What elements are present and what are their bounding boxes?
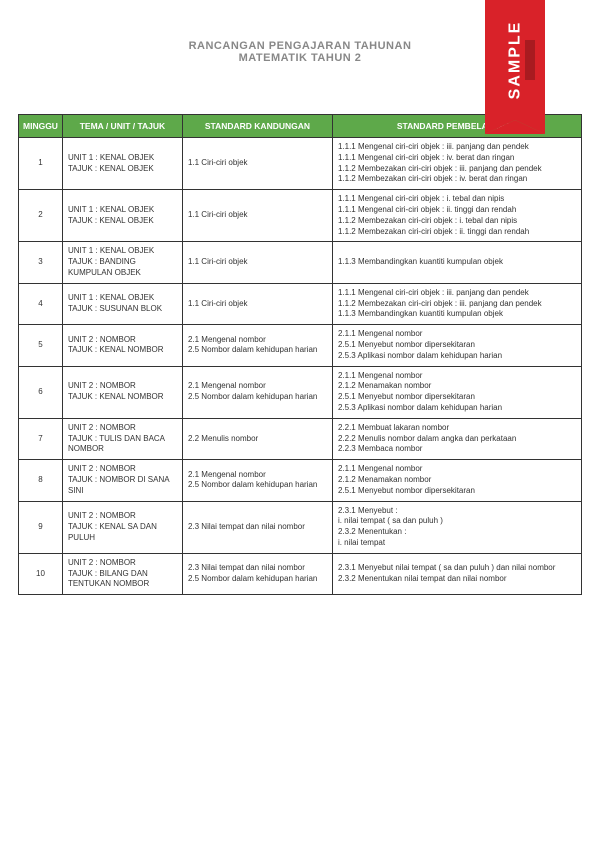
cell-sp: 2.3.1 Menyebut nilai tempat ( sa dan pul… bbox=[332, 553, 581, 594]
header-sk: STANDARD KANDUNGAN bbox=[182, 115, 332, 138]
cell-minggu: 1 bbox=[19, 138, 63, 190]
cell-minggu: 4 bbox=[19, 283, 63, 324]
cell-sp: 1.1.1 Mengenal ciri-ciri objek : i. teba… bbox=[332, 190, 581, 242]
cell-sk: 1.1 Ciri-ciri objek bbox=[182, 190, 332, 242]
cell-sk: 1.1 Ciri-ciri objek bbox=[182, 242, 332, 283]
sample-stamp-text: SAMPLE bbox=[506, 21, 524, 100]
document-page: SAMPLE RANCANGAN PENGAJARAN TAHUNAN MATE… bbox=[0, 0, 600, 615]
cell-sp: 2.2.1 Membuat lakaran nombor2.2.2 Menuli… bbox=[332, 418, 581, 459]
cell-tema: UNIT 2 : NOMBORTAJUK : BILANG DAN TENTUK… bbox=[62, 553, 182, 594]
table-body: 1UNIT 1 : KENAL OBJEKTAJUK : KENAL OBJEK… bbox=[19, 138, 582, 595]
cell-sk: 2.3 Nilai tempat dan nilai nombor bbox=[182, 501, 332, 553]
cell-sp: 1.1.1 Mengenal ciri-ciri objek : iii. pa… bbox=[332, 283, 581, 324]
table-row: 7UNIT 2 : NOMBORTAJUK : TULIS DAN BACA N… bbox=[19, 418, 582, 459]
cell-tema: UNIT 1 : KENAL OBJEKTAJUK : SUSUNAN BLOK bbox=[62, 283, 182, 324]
cell-sk: 2.2 Menulis nombor bbox=[182, 418, 332, 459]
header-tema: TEMA / UNIT / TAJUK bbox=[62, 115, 182, 138]
cell-sk: 2.1 Mengenal nombor2.5 Nombor dalam kehi… bbox=[182, 325, 332, 366]
cell-sp: 1.1.3 Membandingkan kuantiti kumpulan ob… bbox=[332, 242, 581, 283]
cell-sk: 2.1 Mengenal nombor2.5 Nombor dalam kehi… bbox=[182, 366, 332, 418]
cell-sk: 1.1 Ciri-ciri objek bbox=[182, 283, 332, 324]
table-row: 5UNIT 2 : NOMBORTAJUK : KENAL NOMBOR2.1 … bbox=[19, 325, 582, 366]
cell-sk: 2.1 Mengenal nombor2.5 Nombor dalam kehi… bbox=[182, 460, 332, 501]
table-row: 2UNIT 1 : KENAL OBJEKTAJUK : KENAL OBJEK… bbox=[19, 190, 582, 242]
table-row: 10UNIT 2 : NOMBORTAJUK : BILANG DAN TENT… bbox=[19, 553, 582, 594]
cell-sp: 2.1.1 Mengenal nombor2.5.1 Menyebut nomb… bbox=[332, 325, 581, 366]
cell-minggu: 3 bbox=[19, 242, 63, 283]
sample-stamp: SAMPLE bbox=[485, 0, 545, 120]
sample-stamp-tail bbox=[485, 120, 545, 134]
curriculum-table: MINGGU TEMA / UNIT / TAJUK STANDARD KAND… bbox=[18, 114, 582, 595]
cell-tema: UNIT 1 : KENAL OBJEKTAJUK : BANDING KUMP… bbox=[62, 242, 182, 283]
table-row: 8UNIT 2 : NOMBORTAJUK : NOMBOR DI SANA S… bbox=[19, 460, 582, 501]
table-row: 9UNIT 2 : NOMBORTAJUK : KENAL SA DAN PUL… bbox=[19, 501, 582, 553]
cell-sp: 2.1.1 Mengenal nombor2.1.2 Menamakan nom… bbox=[332, 366, 581, 418]
header-minggu: MINGGU bbox=[19, 115, 63, 138]
table-row: 3UNIT 1 : KENAL OBJEKTAJUK : BANDING KUM… bbox=[19, 242, 582, 283]
cell-minggu: 6 bbox=[19, 366, 63, 418]
cell-minggu: 5 bbox=[19, 325, 63, 366]
cell-minggu: 2 bbox=[19, 190, 63, 242]
cell-minggu: 7 bbox=[19, 418, 63, 459]
cell-minggu: 9 bbox=[19, 501, 63, 553]
table-row: 1UNIT 1 : KENAL OBJEKTAJUK : KENAL OBJEK… bbox=[19, 138, 582, 190]
cell-minggu: 8 bbox=[19, 460, 63, 501]
table-row: 6UNIT 2 : NOMBORTAJUK : KENAL NOMBOR2.1 … bbox=[19, 366, 582, 418]
cell-tema: UNIT 2 : NOMBORTAJUK : KENAL NOMBOR bbox=[62, 325, 182, 366]
cell-tema: UNIT 1 : KENAL OBJEKTAJUK : KENAL OBJEK bbox=[62, 190, 182, 242]
sample-stamp-accent bbox=[525, 40, 535, 80]
cell-sk: 1.1 Ciri-ciri objek bbox=[182, 138, 332, 190]
cell-tema: UNIT 2 : NOMBORTAJUK : KENAL SA DAN PULU… bbox=[62, 501, 182, 553]
cell-tema: UNIT 2 : NOMBORTAJUK : KENAL NOMBOR bbox=[62, 366, 182, 418]
table-row: 4UNIT 1 : KENAL OBJEKTAJUK : SUSUNAN BLO… bbox=[19, 283, 582, 324]
cell-sp: 2.1.1 Mengenal nombor2.1.2 Menamakan nom… bbox=[332, 460, 581, 501]
cell-tema: UNIT 2 : NOMBORTAJUK : NOMBOR DI SANA SI… bbox=[62, 460, 182, 501]
cell-tema: UNIT 2 : NOMBORTAJUK : TULIS DAN BACA NO… bbox=[62, 418, 182, 459]
cell-sk: 2.3 Nilai tempat dan nilai nombor2.5 Nom… bbox=[182, 553, 332, 594]
cell-minggu: 10 bbox=[19, 553, 63, 594]
cell-tema: UNIT 1 : KENAL OBJEKTAJUK : KENAL OBJEK bbox=[62, 138, 182, 190]
cell-sp: 2.3.1 Menyebut :i. nilai tempat ( sa dan… bbox=[332, 501, 581, 553]
cell-sp: 1.1.1 Mengenal ciri-ciri objek : iii. pa… bbox=[332, 138, 581, 190]
